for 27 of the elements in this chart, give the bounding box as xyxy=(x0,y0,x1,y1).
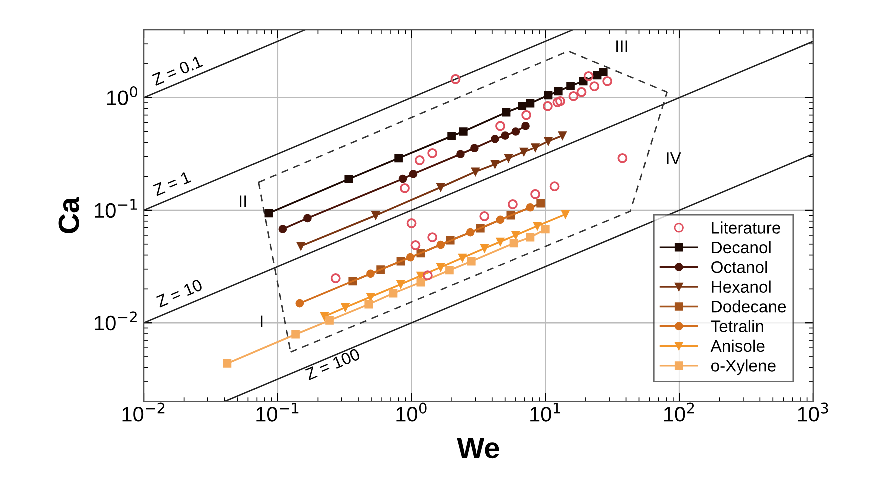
y-tick-label: 10$^{0}$ xyxy=(107,86,138,106)
legend-label: Tetralin xyxy=(711,320,764,332)
legend-label: Octanol xyxy=(712,261,768,274)
x-tick-label: 10$^{2}$ xyxy=(664,402,694,422)
x-tick-label: 10$^{−1}$ xyxy=(256,403,299,422)
annotation: II xyxy=(240,196,246,208)
legend-label: Anisole xyxy=(710,340,765,352)
x-tick-label: 10$^{0}$ xyxy=(396,402,427,422)
x-tick-label: 10$^{3}$ xyxy=(798,402,828,422)
legend-label: Literature xyxy=(712,222,780,234)
annotation: Z = 1 xyxy=(152,171,192,196)
x-tick-label: 10$^{−2}$ xyxy=(122,402,165,422)
legend-label: o-Xylene xyxy=(711,360,776,376)
legend-label: Dodecane xyxy=(712,300,786,313)
y-tick-label: 10$^{−1}$ xyxy=(95,199,138,218)
annotation: Z = 0.1 xyxy=(152,55,204,86)
annotation: Z = 100 xyxy=(304,348,361,381)
annotation: Z = 10 xyxy=(156,278,204,308)
x-tick-label: 10$^{1}$ xyxy=(530,403,560,422)
annotation: IV xyxy=(667,152,682,164)
x-axis-title: We xyxy=(457,438,500,459)
y-axis-title: Ca xyxy=(58,197,80,234)
annotation: I xyxy=(261,316,263,328)
legend-label: Hexanol xyxy=(712,280,771,294)
y-tick-label: 10$^{−2}$ xyxy=(95,312,137,331)
legend-label: Decanol xyxy=(712,241,771,254)
annotation: III xyxy=(616,40,628,52)
